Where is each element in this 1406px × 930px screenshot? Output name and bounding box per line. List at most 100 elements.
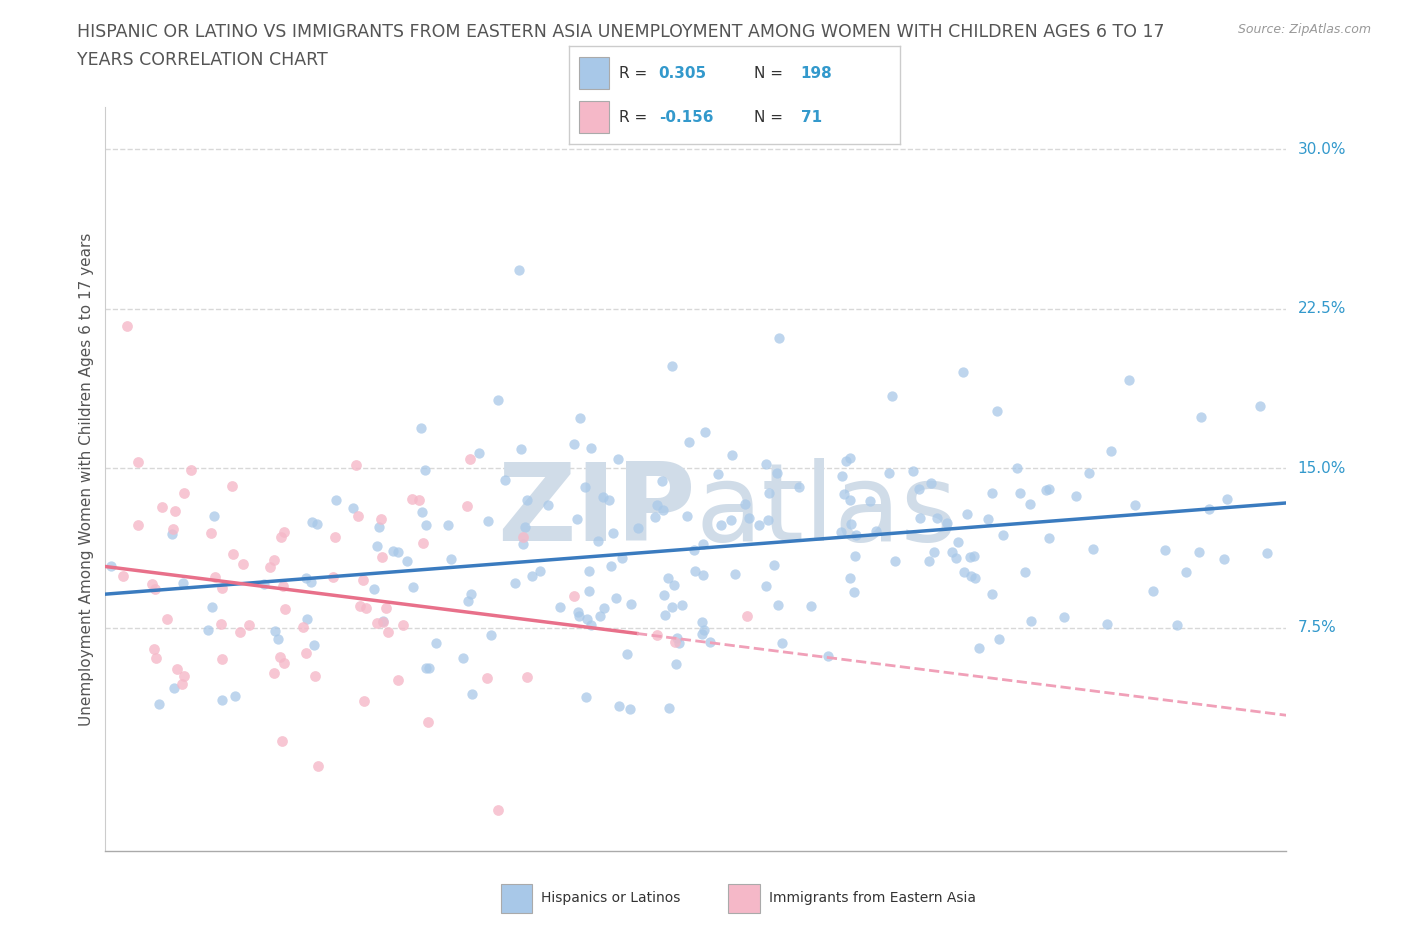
Point xyxy=(735,608,758,623)
Point xyxy=(371,550,394,565)
Point xyxy=(307,758,329,773)
Point xyxy=(865,524,887,538)
Point xyxy=(756,513,779,528)
Point xyxy=(263,665,285,680)
Point xyxy=(222,546,245,561)
Point xyxy=(724,566,747,581)
Point xyxy=(512,537,534,551)
Text: 198: 198 xyxy=(801,66,832,81)
Point xyxy=(508,263,530,278)
Point xyxy=(610,551,633,565)
Point xyxy=(963,571,986,586)
Point xyxy=(1035,483,1057,498)
Point xyxy=(839,493,862,508)
Point xyxy=(374,601,396,616)
Point xyxy=(699,635,721,650)
Point xyxy=(845,527,868,542)
Point xyxy=(616,647,638,662)
Point xyxy=(1099,444,1122,458)
Point xyxy=(839,570,862,585)
Point xyxy=(323,530,346,545)
Point xyxy=(991,527,1014,542)
Text: R =: R = xyxy=(619,66,652,81)
Point xyxy=(832,486,855,501)
Point xyxy=(1038,530,1060,545)
Point xyxy=(111,568,134,583)
Point xyxy=(800,599,823,614)
Y-axis label: Unemployment Among Women with Children Ages 6 to 17 years: Unemployment Among Women with Children A… xyxy=(79,232,94,725)
Point xyxy=(211,651,233,666)
Point xyxy=(1123,498,1146,512)
Point xyxy=(377,625,399,640)
Point xyxy=(986,404,1008,418)
Point xyxy=(574,690,596,705)
Point xyxy=(755,456,778,471)
FancyBboxPatch shape xyxy=(579,101,609,133)
Point xyxy=(817,648,839,663)
Point xyxy=(232,557,254,572)
Point xyxy=(259,559,281,574)
Point xyxy=(412,536,434,551)
Point xyxy=(859,493,882,508)
Point xyxy=(737,511,759,525)
Point xyxy=(204,569,226,584)
Point xyxy=(354,601,377,616)
Point xyxy=(468,445,491,460)
Point xyxy=(401,492,423,507)
Point xyxy=(413,462,436,477)
Point xyxy=(831,469,853,484)
Point xyxy=(143,582,166,597)
Text: 15.0%: 15.0% xyxy=(1298,461,1346,476)
Point xyxy=(368,520,391,535)
Point xyxy=(720,512,742,527)
Point xyxy=(1005,461,1028,476)
Point xyxy=(720,448,742,463)
Point xyxy=(162,526,184,541)
Point xyxy=(371,615,394,630)
Point xyxy=(408,492,430,507)
Point xyxy=(273,656,295,671)
Point xyxy=(513,519,536,534)
Point xyxy=(211,692,233,707)
Point xyxy=(1166,618,1188,632)
Point xyxy=(1189,409,1212,424)
Point xyxy=(344,458,367,472)
Point xyxy=(529,564,551,578)
Point xyxy=(627,521,650,536)
Text: -0.156: -0.156 xyxy=(658,110,713,125)
Point xyxy=(959,550,981,565)
Point xyxy=(600,558,623,573)
Point xyxy=(229,625,252,640)
Point xyxy=(273,525,295,539)
Point xyxy=(253,577,276,591)
Point xyxy=(662,578,685,592)
Point xyxy=(762,558,785,573)
Point xyxy=(1216,491,1239,506)
Point xyxy=(401,579,423,594)
Point xyxy=(353,573,375,588)
Point xyxy=(304,638,326,653)
Point xyxy=(884,553,907,568)
Point xyxy=(396,553,419,568)
Point xyxy=(1053,610,1076,625)
Point xyxy=(683,565,706,579)
Point xyxy=(117,319,139,334)
Text: atlas: atlas xyxy=(696,458,957,564)
Point xyxy=(692,627,714,642)
Point xyxy=(510,441,533,456)
Point xyxy=(516,492,538,507)
Point xyxy=(1175,565,1198,579)
Point xyxy=(579,441,602,456)
Point xyxy=(436,518,458,533)
Point xyxy=(602,525,624,540)
Point xyxy=(665,657,688,671)
Point xyxy=(516,670,538,684)
Point xyxy=(576,612,599,627)
Point xyxy=(1064,488,1087,503)
Point xyxy=(224,689,246,704)
Point xyxy=(170,677,193,692)
Point xyxy=(425,635,447,650)
Point xyxy=(963,549,986,564)
Point xyxy=(304,669,326,684)
FancyBboxPatch shape xyxy=(579,58,609,89)
